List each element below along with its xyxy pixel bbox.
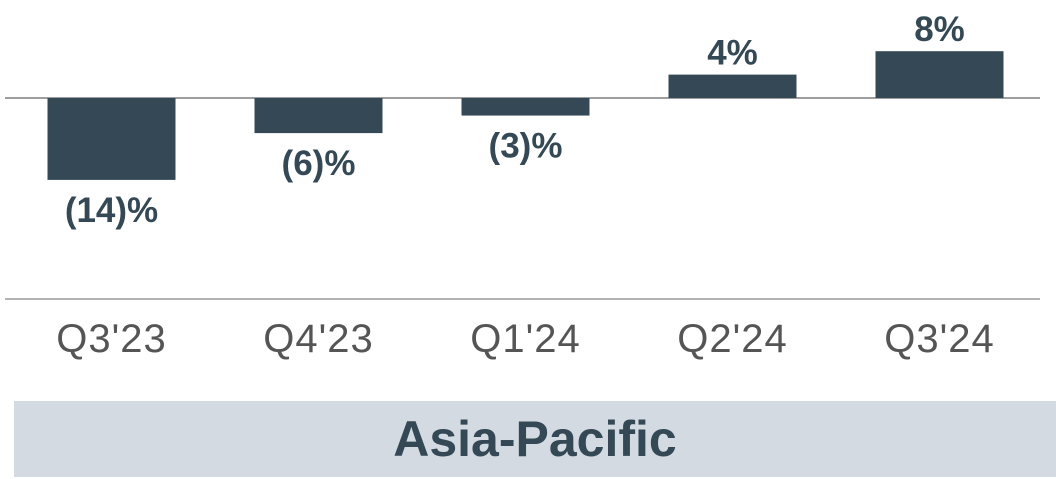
bar-chart: (14)%(6)% (3)%4%8% Q3'23 Q4'23 Q1'24 Q2'24 Q3… [5, 10, 1040, 361]
data-label-3: 4% [707, 34, 758, 73]
data-label-1: (6)% [282, 144, 356, 183]
bar-1 [254, 98, 383, 134]
data-labels-group: (14)% (6)% (3)% 4% 8% [65, 10, 965, 230]
category-tick-4: Q3'24 [884, 317, 995, 361]
chart-title: Asia-Pacific [393, 411, 677, 467]
category-tick-1: Q4'23 [263, 317, 374, 361]
bars-group [47, 51, 1004, 180]
category-tick-3: Q2'24 [677, 317, 788, 361]
bar-0 [47, 98, 176, 180]
category-tick-2: Q1'24 [470, 317, 581, 361]
data-label-4: 8% [914, 10, 965, 49]
bar-3 [668, 74, 797, 98]
bar-2 [461, 98, 590, 116]
data-label-0: (14)% [65, 191, 158, 230]
data-label-2: (3)% [489, 127, 563, 166]
region-banner: Asia-Pacific [14, 401, 1056, 477]
category-ticks-group: Q3'23 Q4'23 Q1'24 Q2'24 Q3'24 [56, 317, 995, 361]
bar-4 [875, 51, 1004, 98]
category-tick-0: Q3'23 [56, 317, 167, 361]
